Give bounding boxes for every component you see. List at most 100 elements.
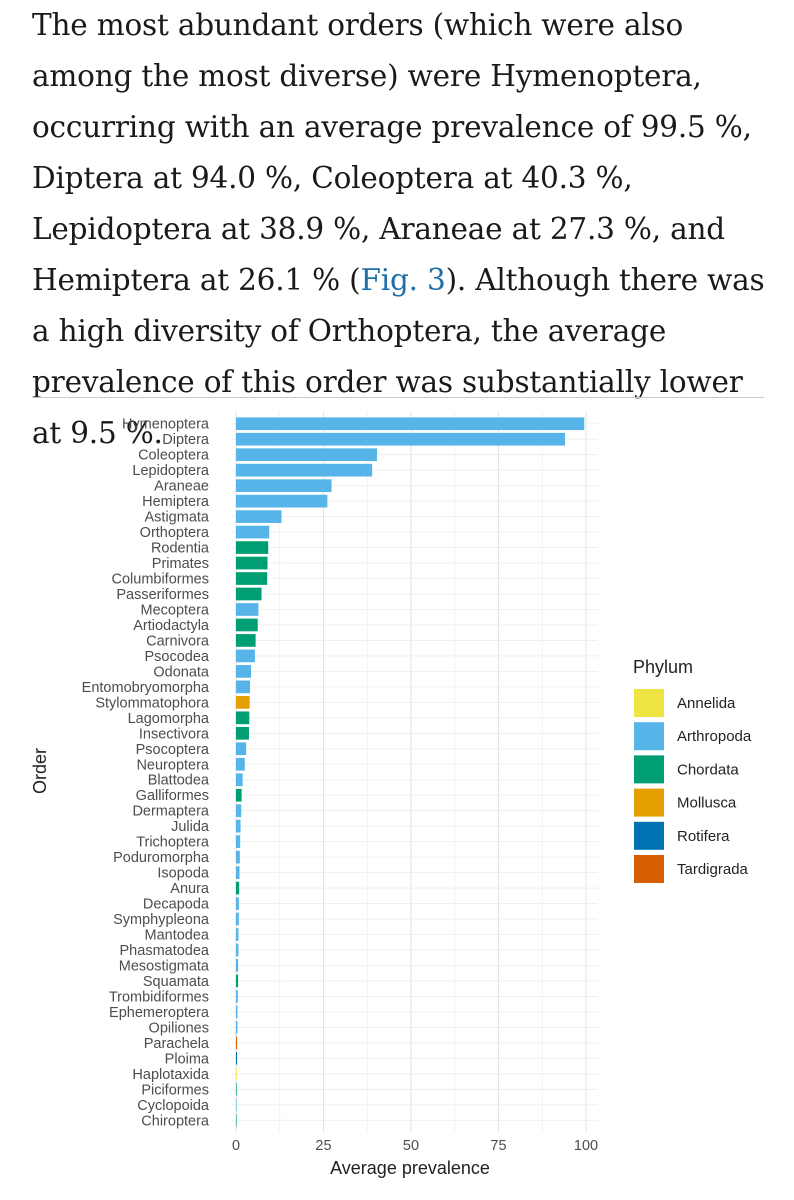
bar-phasmatodea bbox=[236, 943, 239, 957]
y-tick-label: Diptera bbox=[162, 432, 210, 448]
bar-trombidiformes bbox=[236, 990, 238, 1003]
bar-ephemeroptera bbox=[236, 1005, 238, 1019]
bar-squamata bbox=[236, 974, 239, 988]
bar-anura bbox=[236, 881, 240, 895]
bar-psocoptera bbox=[236, 742, 247, 756]
x-tick-label: 75 bbox=[490, 1138, 506, 1154]
bar-mecoptera bbox=[236, 603, 259, 616]
bar-piciformes bbox=[236, 1082, 237, 1096]
y-tick-label: Symphypleona bbox=[113, 912, 210, 928]
bar-cyclopoida bbox=[236, 1098, 237, 1112]
bar-columbiformes bbox=[236, 572, 268, 585]
bar-hymenoptera bbox=[236, 417, 585, 431]
bar-primates bbox=[236, 556, 268, 570]
bar-entomobryomorpha bbox=[236, 680, 250, 694]
y-tick-label: Julida bbox=[171, 819, 210, 835]
bar-lepidoptera bbox=[236, 463, 373, 477]
legend-label: Mollusca bbox=[677, 795, 737, 812]
y-axis-label: Order bbox=[30, 748, 50, 794]
y-tick-label: Dermaptera bbox=[132, 804, 209, 820]
bar-isopoda bbox=[236, 866, 240, 879]
y-tick-label: Decapoda bbox=[143, 897, 210, 913]
y-tick-label: Artiodactyla bbox=[133, 618, 210, 634]
y-tick-label: Psocodea bbox=[145, 649, 210, 665]
plot-area bbox=[232, 412, 598, 1132]
y-tick-label: Primates bbox=[152, 556, 209, 572]
bar-dermaptera bbox=[236, 804, 242, 818]
bar-parachela bbox=[236, 1036, 238, 1050]
bar-mantodea bbox=[236, 928, 239, 941]
figure-link[interactable]: Fig. 3 bbox=[360, 263, 446, 297]
y-tick-label: Cyclopoida bbox=[137, 1098, 210, 1114]
y-tick-label: Stylommatophora bbox=[95, 695, 210, 711]
y-tick-label: Astigmata bbox=[145, 510, 210, 526]
bar-passeriformes bbox=[236, 587, 262, 601]
y-tick-label: Odonata bbox=[153, 664, 210, 680]
bar-insectivora bbox=[236, 726, 249, 740]
y-tick-label: Hymenoptera bbox=[122, 417, 210, 433]
y-tick-label: Ephemeroptera bbox=[109, 1005, 210, 1021]
bar-rodentia bbox=[236, 541, 269, 554]
legend-swatch-mollusca bbox=[634, 788, 664, 817]
y-tick-label: Piciformes bbox=[141, 1082, 209, 1098]
legend-label: Arthropoda bbox=[677, 728, 752, 745]
legend-swatch-rotifera bbox=[634, 821, 664, 850]
bar-blattodea bbox=[236, 773, 243, 787]
bar-mesostigmata bbox=[236, 959, 239, 972]
bar-hemiptera bbox=[236, 494, 328, 508]
legend-label: Chordata bbox=[677, 761, 739, 778]
y-tick-label: Lepidoptera bbox=[132, 463, 210, 479]
legend-swatch-annelida bbox=[634, 689, 664, 717]
bar-poduromorpha bbox=[236, 850, 240, 864]
bar-ploima bbox=[236, 1052, 238, 1065]
bar-psocodea bbox=[236, 649, 255, 663]
legend-swatch-tardigrada bbox=[634, 855, 664, 883]
y-tick-label: Rodentia bbox=[151, 541, 210, 557]
paragraph-text-end: ). Although there was a high diversity o… bbox=[32, 263, 765, 450]
legend-title: Phylum bbox=[633, 657, 693, 677]
bar-odonata bbox=[236, 665, 252, 678]
bar-orthoptera bbox=[236, 525, 270, 539]
bar-artiodactyla bbox=[236, 618, 258, 632]
y-tick-label: Trichoptera bbox=[136, 835, 210, 851]
y-tick-label: Anura bbox=[170, 881, 210, 897]
body-paragraph: The most abundant orders (which were als… bbox=[32, 0, 772, 459]
bar-coleoptera bbox=[236, 448, 378, 462]
bars bbox=[236, 417, 585, 1127]
y-tick-label: Neuroptera bbox=[136, 757, 209, 773]
legend-label: Tardigrada bbox=[677, 861, 749, 878]
legend-swatch-chordata bbox=[634, 755, 664, 784]
plot-background bbox=[232, 412, 598, 1132]
y-tick-label: Haplotaxida bbox=[132, 1067, 210, 1083]
bar-astigmata bbox=[236, 510, 282, 523]
y-tick-label: Insectivora bbox=[139, 726, 210, 742]
x-tick-label: 100 bbox=[574, 1138, 598, 1154]
bar-opiliones bbox=[236, 1021, 238, 1034]
bar-galliformes bbox=[236, 788, 242, 802]
y-tick-label: Entomobryomorpha bbox=[82, 680, 210, 696]
bar-decapoda bbox=[236, 897, 239, 910]
y-tick-label: Opiliones bbox=[149, 1020, 209, 1036]
x-tick-label: 25 bbox=[315, 1138, 331, 1154]
bar-julida bbox=[236, 819, 241, 833]
y-tick-label: Chiroptera bbox=[141, 1113, 210, 1129]
legend-swatch-arthropoda bbox=[634, 722, 664, 751]
y-tick-label: Ploima bbox=[165, 1051, 210, 1067]
y-tick-label: Parachela bbox=[144, 1036, 210, 1052]
y-tick-label: Lagomorpha bbox=[128, 711, 210, 727]
divider bbox=[32, 397, 764, 398]
paragraph-text-start: The most abundant orders (which were als… bbox=[32, 8, 752, 297]
legend-label: Annelida bbox=[677, 695, 736, 712]
y-tick-label: Coleoptera bbox=[138, 448, 210, 464]
y-tick-label: Mantodea bbox=[145, 928, 210, 944]
y-tick-label: Phasmatodea bbox=[120, 943, 210, 959]
legend-label: Rotifera bbox=[677, 828, 730, 845]
y-tick-label: Columbiformes bbox=[112, 572, 210, 588]
bar-haplotaxida bbox=[236, 1067, 237, 1081]
y-tick-label: Carnivora bbox=[146, 633, 210, 649]
y-tick-label: Hemiptera bbox=[142, 494, 210, 510]
y-tick-label: Blattodea bbox=[148, 773, 210, 789]
y-tick-label: Psocoptera bbox=[136, 742, 210, 758]
